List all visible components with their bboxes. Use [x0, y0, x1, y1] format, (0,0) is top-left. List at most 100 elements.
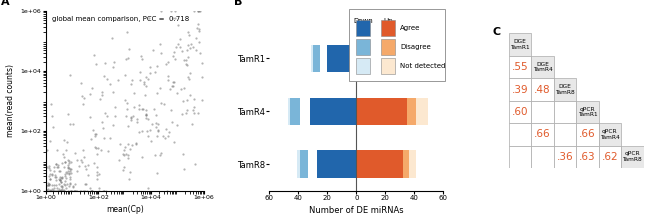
Point: [166, 9, 177, 13]
Point: [65, 189, 75, 192]
Point: [135, 70, 146, 74]
Point: [179, 86, 190, 90]
FancyBboxPatch shape: [350, 9, 445, 81]
Point: [60, 179, 70, 182]
Point: [90, 62, 101, 66]
Point: [83, 189, 93, 192]
Point: [155, 154, 166, 157]
Point: [85, 189, 96, 192]
Point: [53, 189, 63, 192]
Point: [53, 165, 63, 168]
Point: [195, 51, 205, 55]
Point: [66, 167, 77, 171]
Point: [194, 9, 205, 13]
Point: [62, 159, 73, 162]
Point: [128, 114, 138, 117]
Point: [167, 84, 177, 88]
Point: [46, 173, 57, 176]
Point: [161, 63, 172, 66]
Text: .48: .48: [534, 85, 551, 95]
Point: [150, 153, 161, 157]
Bar: [576, 146, 599, 168]
Point: [51, 162, 61, 165]
Point: [51, 175, 61, 179]
Point: [168, 140, 179, 144]
Point: [134, 130, 144, 133]
Point: [138, 107, 148, 111]
Point: [49, 174, 60, 177]
Point: [51, 162, 61, 166]
Point: [140, 94, 151, 97]
Text: Down: Down: [354, 18, 373, 24]
Point: [168, 54, 178, 58]
Bar: [509, 78, 531, 101]
Bar: [509, 34, 531, 56]
Text: Agree: Agree: [400, 25, 421, 31]
Y-axis label: mean(read counts): mean(read counts): [6, 64, 15, 137]
Point: [81, 168, 92, 171]
Bar: [404, 45, 411, 72]
Point: [140, 75, 151, 79]
Point: [168, 80, 179, 84]
Point: [46, 189, 56, 192]
Point: [121, 115, 131, 118]
Point: [55, 189, 66, 192]
Point: [144, 16, 154, 20]
Point: [83, 173, 94, 177]
Point: [57, 185, 67, 188]
Point: [62, 171, 72, 175]
Point: [68, 189, 79, 192]
Point: [193, 111, 203, 115]
Point: [131, 142, 141, 145]
Point: [98, 189, 109, 192]
Point: [126, 117, 136, 120]
Point: [64, 172, 75, 176]
Point: [80, 182, 90, 186]
Point: [96, 148, 106, 151]
Bar: [356, 150, 403, 178]
Point: [44, 183, 55, 187]
Point: [59, 155, 70, 158]
Point: [56, 181, 66, 184]
Point: [68, 184, 78, 188]
Bar: [317, 150, 356, 178]
Point: [190, 37, 201, 40]
Bar: [621, 146, 644, 168]
Point: [166, 108, 177, 112]
Text: DGE
TamR1: DGE TamR1: [510, 39, 530, 50]
Point: [86, 87, 97, 90]
Point: [55, 178, 65, 182]
Point: [146, 139, 156, 142]
Point: [46, 189, 56, 192]
Point: [48, 189, 58, 192]
Point: [130, 141, 140, 145]
Bar: [531, 78, 554, 101]
Point: [163, 61, 174, 64]
Bar: [554, 123, 576, 146]
Point: [98, 189, 108, 192]
Point: [51, 165, 62, 168]
Point: [46, 102, 57, 105]
Point: [55, 189, 66, 192]
Point: [47, 125, 58, 129]
Point: [107, 37, 117, 40]
Point: [120, 74, 130, 77]
Point: [90, 147, 101, 150]
Point: [124, 147, 135, 151]
Text: .66: .66: [534, 129, 551, 139]
Text: Up: Up: [383, 18, 393, 24]
Point: [44, 164, 54, 168]
Point: [179, 167, 190, 171]
Point: [55, 169, 66, 173]
Bar: [599, 146, 621, 168]
Bar: [531, 56, 554, 78]
Point: [185, 94, 195, 97]
Text: .63: .63: [579, 152, 595, 162]
Point: [47, 184, 57, 187]
Point: [94, 186, 104, 189]
Point: [181, 58, 191, 62]
Point: [42, 188, 52, 192]
Point: [110, 115, 120, 118]
Point: [105, 137, 116, 140]
Point: [108, 123, 118, 127]
